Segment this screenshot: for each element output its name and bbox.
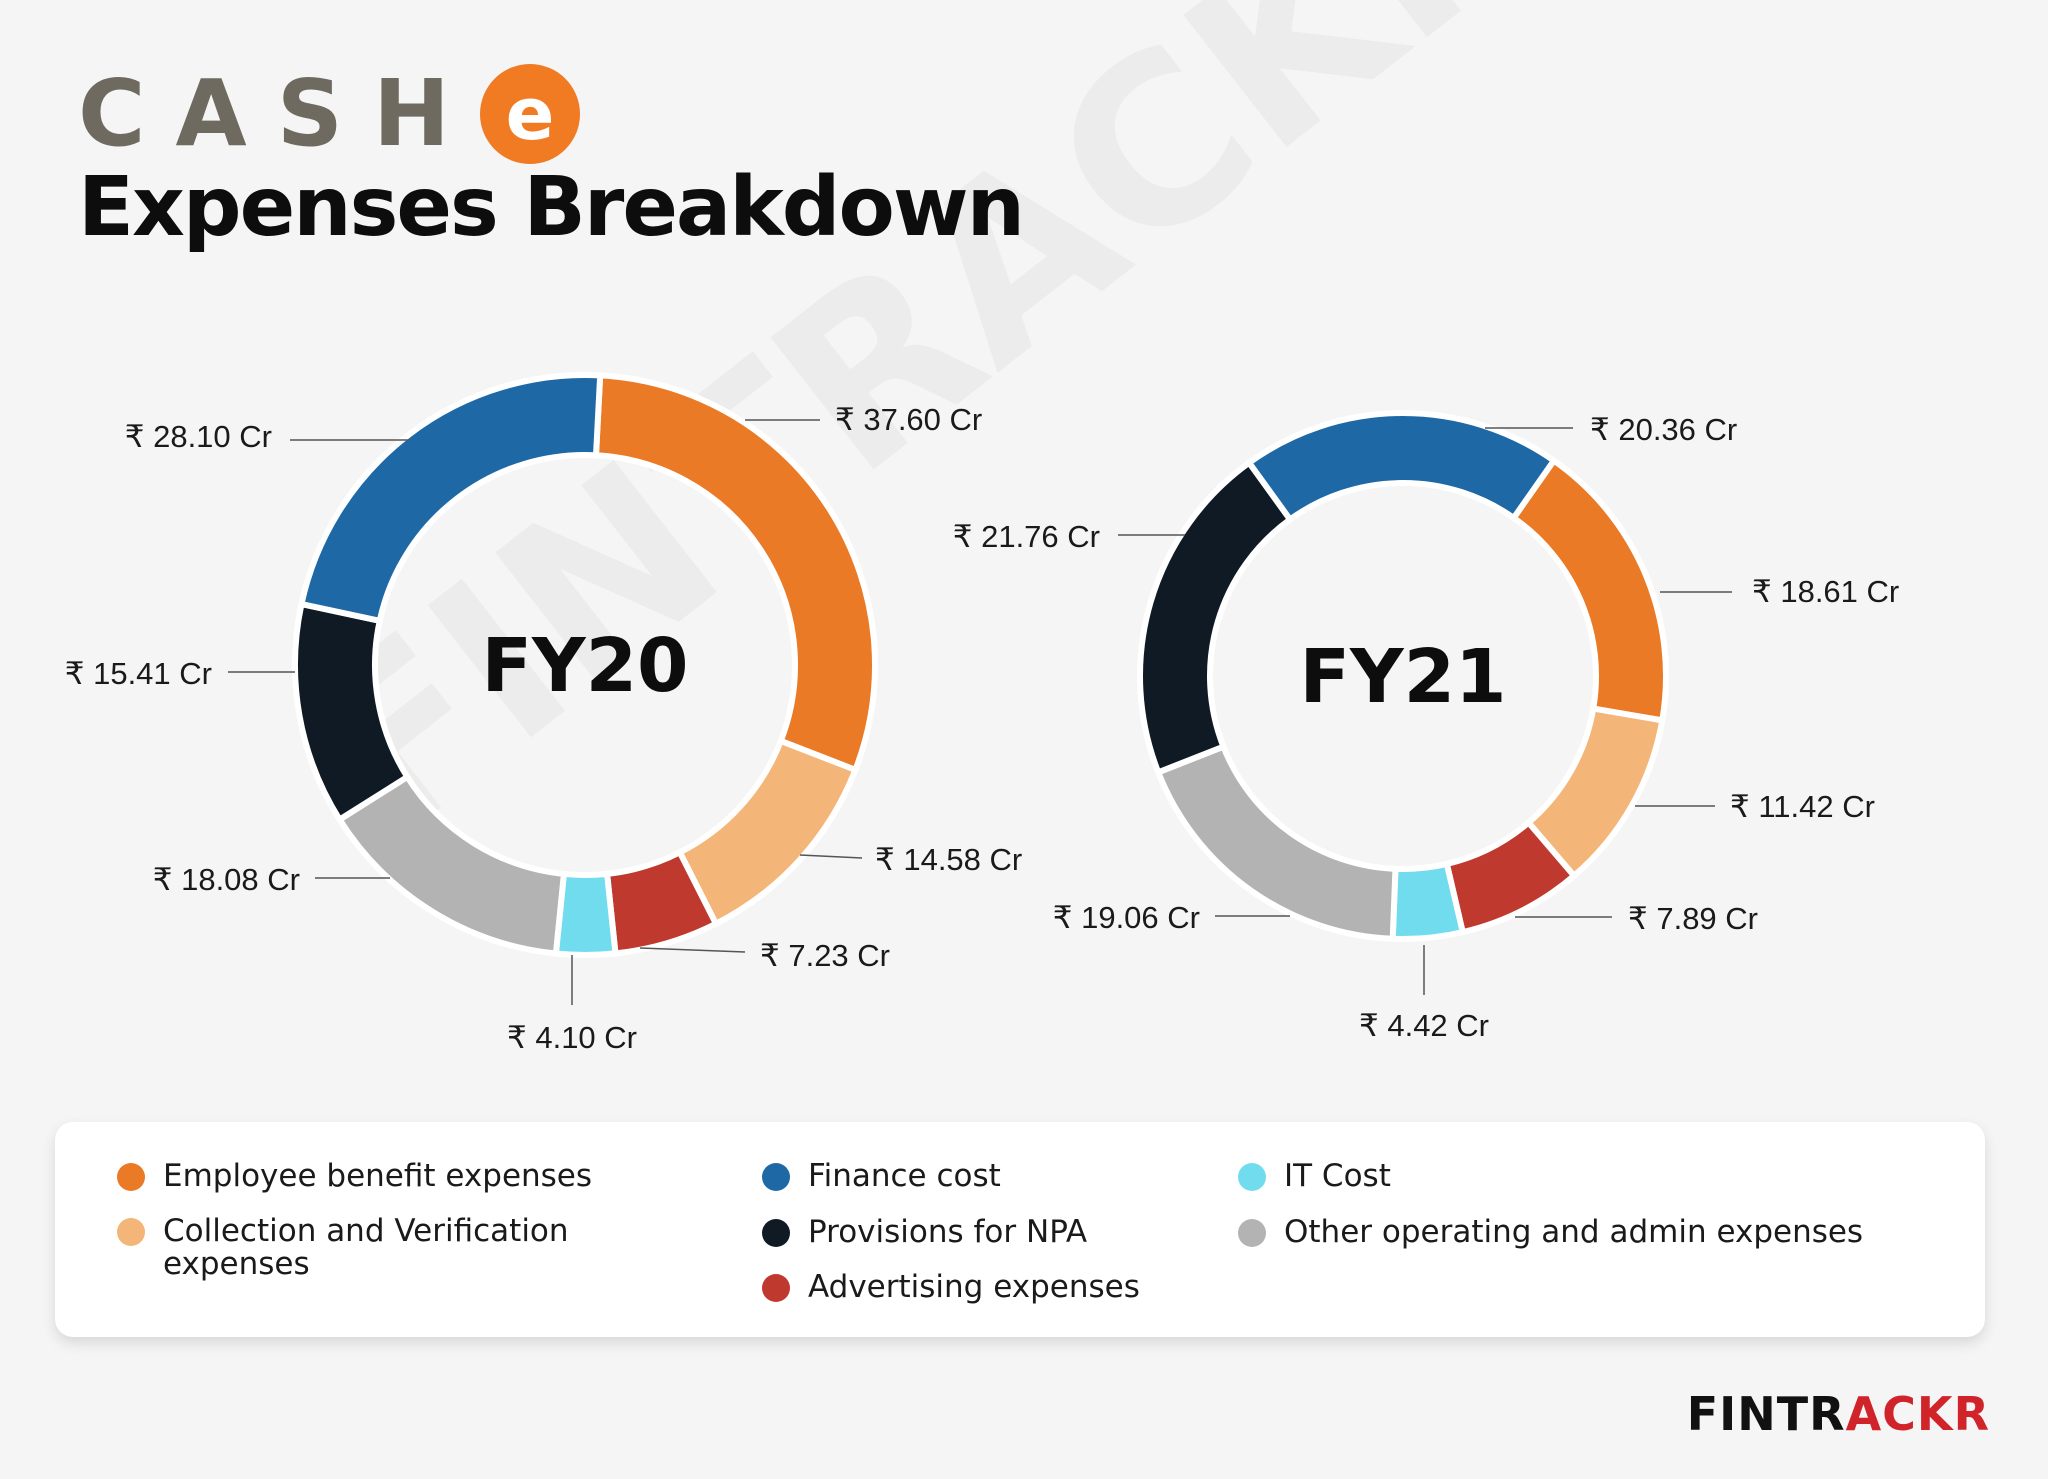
legend-label-finance: Finance cost	[808, 1158, 1001, 1194]
value-label-other: ₹ 18.08 Cr	[153, 862, 300, 897]
legend-swatch-finance	[762, 1163, 790, 1191]
fintrackr-logo: FINTRACKR	[1687, 1387, 1990, 1441]
legend-item-other: Other operating and admin expenses	[1238, 1216, 1938, 1249]
legend-label-collection: Collection and Verification expenses	[163, 1213, 569, 1282]
legend-swatch-employee	[117, 1163, 145, 1191]
brand-part-2: ACKR	[1845, 1387, 1990, 1441]
value-label-finance: ₹ 28.10 Cr	[125, 419, 272, 454]
legend-swatch-collection	[117, 1218, 145, 1246]
cashe-logo: CASH e	[78, 60, 580, 167]
value-label-collection: ₹ 14.58 Cr	[875, 842, 1022, 877]
legend-item-it: IT Cost	[1238, 1160, 1638, 1193]
value-label-employee: ₹ 18.61 Cr	[1752, 574, 1899, 609]
value-label-finance: ₹ 20.36 Cr	[1590, 412, 1737, 447]
slice-provisions	[1137, 458, 1295, 777]
logo-wordmark: CASH	[78, 60, 480, 167]
slice-collection	[675, 737, 860, 928]
legend-label-other: Other operating and admin expenses	[1284, 1214, 1864, 1250]
legend-swatch-advertising	[762, 1274, 790, 1302]
value-label-it: ₹ 4.42 Cr	[1359, 1008, 1489, 1043]
leader-line-advertising	[639, 947, 746, 953]
legend-label-provisions: Provisions for NPA	[808, 1214, 1088, 1250]
value-label-it: ₹ 4.10 Cr	[507, 1020, 637, 1055]
value-label-provisions: ₹ 21.76 Cr	[953, 519, 1100, 554]
legend-item-advertising: Advertising expenses	[762, 1271, 1222, 1304]
legend-label-advertising: Advertising expenses	[808, 1269, 1140, 1305]
legend-item-finance: Finance cost	[762, 1160, 1182, 1193]
value-label-advertising: ₹ 7.89 Cr	[1628, 901, 1758, 936]
legend-swatch-other	[1238, 1219, 1266, 1247]
legend-item-collection: Collection and Verification expenses	[117, 1215, 637, 1281]
value-label-employee: ₹ 37.60 Cr	[835, 402, 982, 437]
slice-finance	[297, 372, 604, 625]
slice-other	[335, 772, 568, 957]
donut-charts: ₹ 37.60 Cr ₹ 14.58 Cr ₹ 7.23 Cr ₹ 4.10 Cr ₹ …	[64, 372, 1900, 1055]
legend-swatch-it	[1238, 1163, 1266, 1191]
legend-item-provisions: Provisions for NPA	[762, 1216, 1182, 1249]
legend-label-employee: Employee benefit expenses	[163, 1158, 593, 1194]
slice-finance	[1244, 410, 1559, 524]
slice-it	[1389, 860, 1467, 942]
value-label-provisions: ₹ 15.41 Cr	[65, 656, 212, 691]
slice-provisions	[292, 600, 412, 824]
center-label-fy20: FY20	[481, 623, 688, 709]
page-title: Expenses Breakdown	[78, 160, 1025, 255]
slice-employee	[1509, 456, 1669, 724]
donut-fy21: ₹ 18.61 Cr ₹ 11.42 Cr ₹ 7.89 Cr ₹ 4.42 Cr ₹ …	[953, 410, 1899, 1043]
center-label-fy21: FY21	[1299, 634, 1506, 720]
value-label-other: ₹ 19.06 Cr	[1053, 900, 1200, 935]
logo-e-mark: e	[479, 63, 580, 164]
value-label-collection: ₹ 11.42 Cr	[1730, 789, 1875, 824]
slice-employee	[592, 372, 878, 774]
donut-fy20: ₹ 37.60 Cr ₹ 14.58 Cr ₹ 7.23 Cr ₹ 4.10 Cr ₹ …	[65, 372, 1022, 1055]
legend-label-it: IT Cost	[1284, 1158, 1391, 1194]
legend-swatch-provisions	[762, 1219, 790, 1247]
brand-part-1: FINTR	[1686, 1387, 1846, 1441]
value-label-advertising: ₹ 7.23 Cr	[760, 938, 890, 973]
legend-panel: Employee benefit expenses Collection and …	[55, 1122, 1985, 1337]
legend-item-employee: Employee benefit expenses	[117, 1160, 677, 1193]
leader-line-collection	[799, 854, 863, 859]
